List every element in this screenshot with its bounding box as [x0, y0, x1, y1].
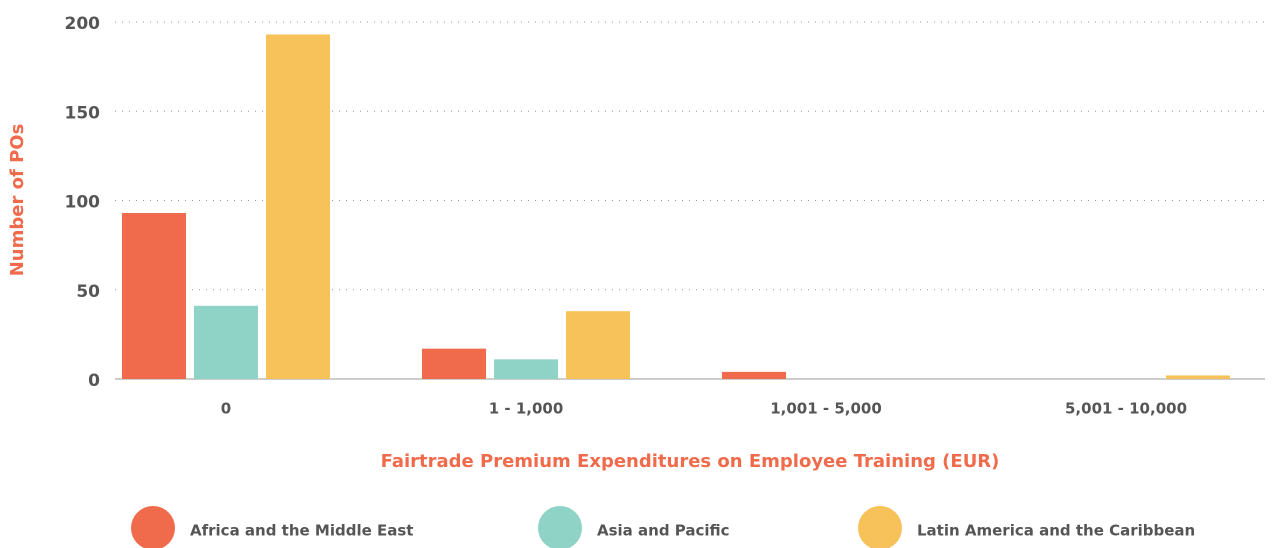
x-tick-label: 5,001 - 10,000 — [1065, 400, 1187, 418]
x-tick-label: 1 - 1,000 — [489, 400, 564, 418]
bar — [566, 311, 630, 379]
bar — [122, 212, 186, 379]
y-tick-label: 100 — [65, 193, 101, 213]
bar — [722, 371, 786, 379]
legend-label: Asia and Pacific — [597, 522, 730, 540]
legend-swatch — [858, 506, 902, 548]
x-axis-title: Fairtrade Premium Expenditures on Employ… — [381, 451, 1000, 472]
bar — [266, 34, 330, 380]
y-tick-label: 50 — [76, 282, 100, 302]
x-tick-label: 0 — [221, 400, 231, 418]
y-tick-label: 200 — [65, 14, 101, 34]
legend-label: Africa and the Middle East — [190, 522, 413, 540]
bar — [1166, 375, 1230, 379]
bar — [422, 348, 486, 379]
legend-label: Latin America and the Caribbean — [917, 522, 1195, 540]
bar — [194, 305, 258, 379]
y-axis-title: Number of POs — [7, 124, 28, 277]
y-tick-label: 0 — [88, 371, 100, 391]
legend-swatch — [131, 506, 175, 548]
y-tick-label: 150 — [65, 103, 101, 123]
legend-swatch — [538, 506, 582, 548]
x-tick-label: 1,001 - 5,000 — [770, 400, 882, 418]
bar — [494, 359, 558, 379]
